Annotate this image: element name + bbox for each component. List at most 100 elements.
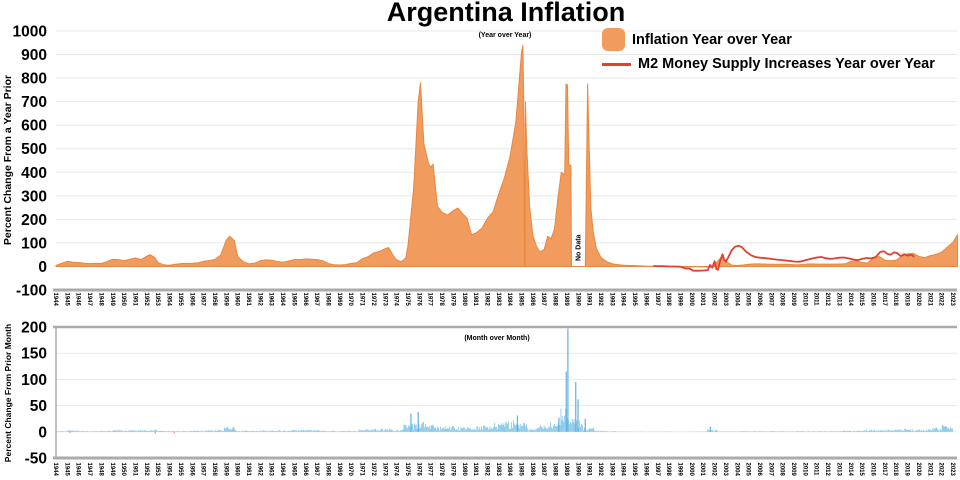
mom-bar bbox=[597, 430, 599, 432]
x-tick-label: 1994 bbox=[620, 293, 626, 307]
mom-bar bbox=[246, 430, 248, 432]
mom-bar bbox=[280, 430, 282, 432]
mom-bar bbox=[122, 431, 124, 432]
mom-bar bbox=[345, 431, 347, 432]
x-tick-label: 1979 bbox=[449, 463, 455, 477]
mom-bar bbox=[864, 430, 866, 432]
mom-bar bbox=[220, 430, 222, 432]
x-tick-label: 1982 bbox=[484, 463, 490, 477]
mom-bar bbox=[400, 430, 402, 432]
x-tick-label: 1954 bbox=[166, 293, 172, 307]
mom-bar bbox=[612, 431, 614, 432]
mom-bar bbox=[312, 429, 314, 432]
x-tick-label: 1996 bbox=[642, 293, 648, 307]
mom-bar bbox=[576, 420, 578, 432]
mom-bar bbox=[310, 430, 311, 432]
mom-bar bbox=[67, 430, 69, 432]
x-tick-label: 2011 bbox=[813, 293, 819, 307]
mom-bar bbox=[371, 429, 373, 432]
x-tick-label: 2017 bbox=[881, 463, 887, 477]
mom-bar bbox=[928, 429, 930, 432]
x-tick-label: 1963 bbox=[268, 293, 274, 307]
mom-bar bbox=[903, 431, 905, 432]
x-tick-label: 1960 bbox=[234, 463, 240, 477]
mom-bar bbox=[388, 430, 390, 432]
mom-bar bbox=[865, 430, 866, 432]
mom-bar bbox=[82, 431, 83, 432]
x-tick-label: 1970 bbox=[347, 293, 353, 307]
mom-bar bbox=[490, 428, 492, 432]
mom-bar bbox=[167, 431, 168, 432]
mom-bar bbox=[482, 429, 483, 432]
mom-bar bbox=[71, 430, 73, 432]
x-tick-label: 2002 bbox=[711, 463, 717, 477]
mom-bar bbox=[836, 431, 837, 432]
mom-bar bbox=[198, 430, 199, 432]
mom-bar bbox=[497, 428, 498, 432]
mom-bar bbox=[561, 419, 563, 432]
mom-bar bbox=[514, 425, 516, 432]
mom-bar bbox=[936, 427, 937, 432]
y-tick-label: 200 bbox=[21, 320, 47, 337]
mom-bar bbox=[96, 431, 97, 432]
mom-bar bbox=[524, 423, 525, 432]
mom-bar bbox=[408, 425, 410, 432]
mom-bar bbox=[219, 430, 221, 432]
x-tick-label: 1990 bbox=[574, 463, 580, 477]
y-tick-label: 900 bbox=[21, 47, 47, 64]
mom-bar bbox=[587, 430, 589, 432]
mom-bar bbox=[210, 430, 211, 432]
mom-bar bbox=[888, 430, 890, 432]
mom-bar bbox=[125, 430, 126, 432]
legend-label-inflation: Inflation Year over Year bbox=[632, 31, 792, 48]
x-tick-label: 1963 bbox=[268, 463, 274, 477]
x-tick-label: 1995 bbox=[631, 463, 637, 477]
x-tick-label: 1994 bbox=[620, 463, 626, 477]
mom-bar bbox=[160, 431, 162, 432]
mom-bar bbox=[390, 430, 392, 432]
mom-bar bbox=[926, 430, 928, 432]
x-tick-label: 2019 bbox=[904, 463, 910, 477]
bottom-chart-ylabel: Percent Change From Prior Month bbox=[3, 324, 13, 462]
x-tick-label: 1984 bbox=[506, 463, 512, 477]
x-tick-label: 1997 bbox=[654, 463, 660, 477]
mom-bar bbox=[540, 425, 541, 432]
mom-bar bbox=[196, 430, 197, 432]
mom-bar bbox=[199, 431, 201, 432]
mom-bar bbox=[803, 431, 805, 432]
mom-bar bbox=[913, 431, 915, 432]
mom-bar bbox=[198, 431, 200, 432]
mom-bar bbox=[925, 429, 927, 432]
mom-bar bbox=[325, 430, 326, 432]
mom-bar bbox=[341, 431, 343, 432]
mom-bar bbox=[924, 431, 926, 432]
mom-bar bbox=[308, 429, 310, 432]
mom-bar bbox=[531, 429, 533, 432]
mom-bar bbox=[911, 429, 913, 432]
mom-spike-bar bbox=[565, 371, 567, 432]
mom-bar bbox=[496, 426, 497, 432]
x-tick-label: 2001 bbox=[699, 463, 705, 477]
mom-bar bbox=[404, 425, 406, 432]
x-tick-label: 1997 bbox=[654, 293, 660, 307]
mom-bar bbox=[355, 431, 356, 432]
mom-bar bbox=[354, 431, 355, 432]
mom-bar bbox=[476, 426, 478, 432]
x-tick-label: 2001 bbox=[699, 293, 705, 307]
mom-bar bbox=[546, 429, 548, 432]
mom-bar bbox=[107, 430, 109, 432]
mom-bar bbox=[149, 430, 151, 432]
mom-bar bbox=[155, 430, 157, 432]
mom-bar bbox=[382, 428, 383, 432]
mom-bar bbox=[713, 431, 715, 432]
mom-bar bbox=[79, 431, 81, 432]
x-tick-label: 1958 bbox=[211, 293, 217, 307]
mom-bar bbox=[285, 430, 287, 432]
x-tick-label: 1945 bbox=[63, 293, 69, 307]
mom-bar bbox=[906, 429, 908, 432]
x-tick-label: 2000 bbox=[688, 293, 694, 307]
mom-bar bbox=[359, 430, 361, 432]
x-tick-label: 2005 bbox=[745, 463, 751, 477]
mom-bar bbox=[448, 428, 450, 432]
mom-bar bbox=[592, 428, 594, 432]
